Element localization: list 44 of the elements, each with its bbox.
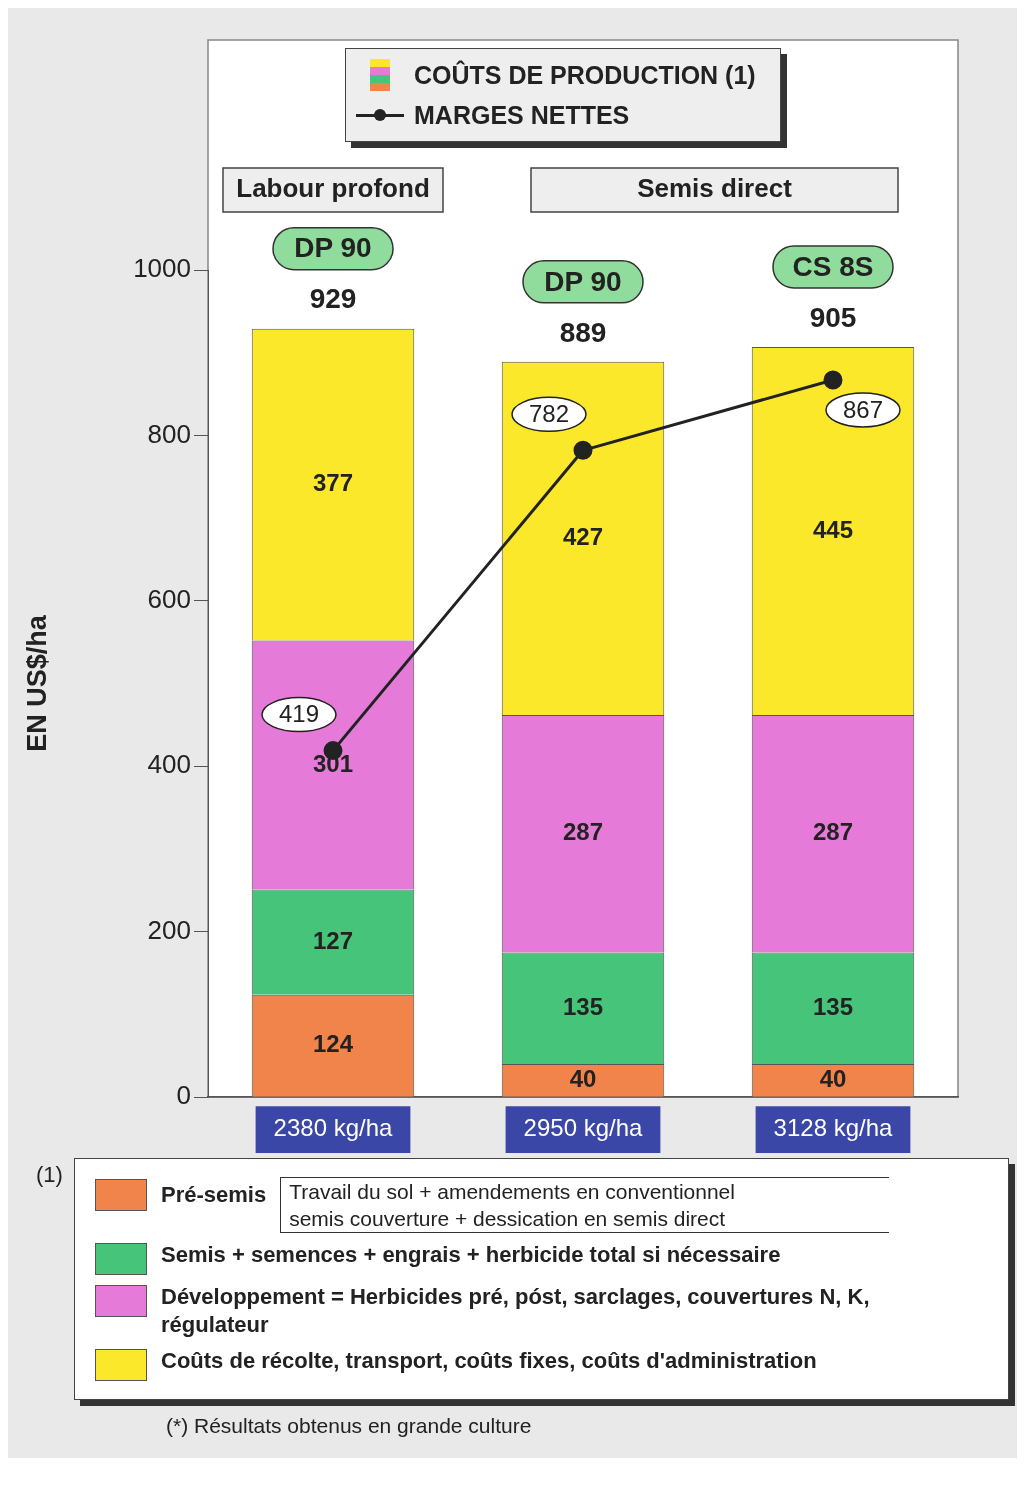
point	[823, 370, 843, 390]
legend-label: MARGES NETTES	[414, 100, 630, 130]
total-label: 929	[309, 283, 357, 315]
y-tick-label: 1000	[133, 253, 191, 284]
text: semis couverture + dessication en semis direct	[289, 1206, 727, 1232]
text: (1)	[36, 1162, 63, 1188]
annotation: DP 90	[544, 265, 622, 297]
text: (*) Résultats obtenus en grande culture	[166, 1414, 533, 1438]
data-label: 419	[278, 700, 320, 728]
legend-label: Semis + semences + engrais + herbicide total si nécessaire	[161, 1241, 781, 1269]
data-label: 445	[812, 515, 854, 543]
data-label: 135	[812, 992, 854, 1020]
data-label: 427	[562, 523, 604, 551]
point	[573, 440, 593, 460]
y-tick-label: 200	[147, 914, 191, 945]
annotation: CS 8S	[792, 250, 874, 282]
data-label: 867	[842, 395, 884, 423]
text: Labour profond	[236, 173, 430, 204]
data-label: 135	[562, 992, 604, 1020]
data-label: 287	[562, 818, 604, 846]
legend-label: Développement = Herbicides pré, póst, sarclages, couvertures N, K, régulateur	[161, 1283, 871, 1339]
text: Travail du sol + amendements en conventionnel	[289, 1179, 736, 1205]
y-tick-label: 0	[176, 1080, 191, 1111]
x-tick-label: 2380 kg/ha	[273, 1114, 394, 1142]
text: COÛTS DE PRODUCTION (1)	[414, 60, 756, 90]
y-tick-label: 800	[147, 418, 191, 449]
data-label: 782	[528, 399, 570, 427]
text: Semis direct	[637, 173, 793, 204]
data-label: 287	[812, 818, 854, 846]
legend-label: Coûts de récolte, transport, coûts fixes, coûts d'administration	[161, 1347, 817, 1375]
x-tick-label: 2950 kg/ha	[523, 1114, 644, 1142]
text: DP 90	[294, 232, 372, 264]
data-label: 40	[819, 1065, 847, 1093]
data-label: 40	[569, 1065, 597, 1093]
y-axis-title: EN US$/ha	[21, 614, 52, 752]
y-tick-label: 400	[147, 749, 191, 780]
total-label: 889	[559, 316, 607, 348]
data-label: 124	[312, 1030, 354, 1058]
y-tick-label: 600	[147, 584, 191, 615]
data-label: 377	[312, 469, 354, 497]
x-tick-label: 3128 kg/ha	[773, 1114, 894, 1142]
data-label: 127	[312, 926, 354, 954]
legend-label: Pré-semis	[161, 1181, 267, 1209]
total-label: 905	[809, 301, 857, 333]
